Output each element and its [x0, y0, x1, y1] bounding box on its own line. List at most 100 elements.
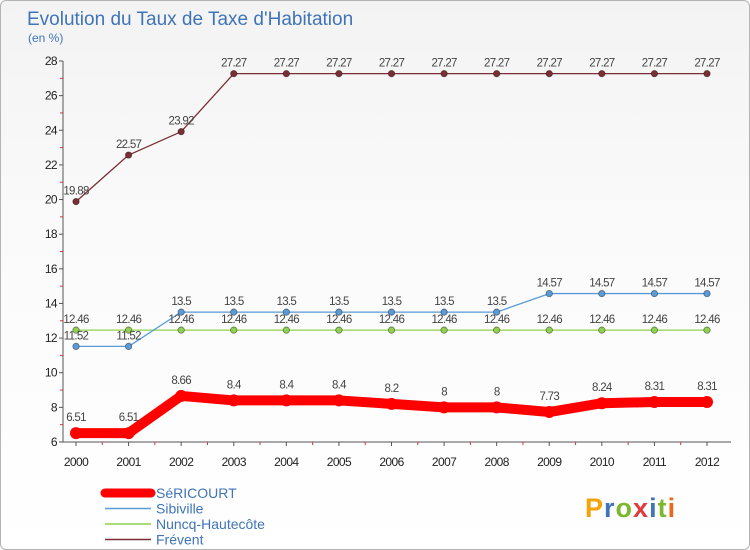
series-line-frevent — [75, 72, 708, 203]
y-tick-label-16: 16 — [45, 262, 58, 276]
x-tick-label-2011: 2011 — [643, 455, 667, 469]
point-frevent-2002 — [177, 128, 185, 136]
data-label-nuncq-hautecote-2002: 12.46 — [169, 314, 195, 326]
data-label-sericourt-2006: 8.2 — [385, 383, 399, 395]
point-sibiville-2010 — [598, 289, 606, 298]
y-tick-label-10: 10 — [45, 366, 58, 380]
point-sibiville-2012 — [703, 289, 711, 298]
data-label-nuncq-hautecote-2010: 12.46 — [589, 314, 615, 326]
point-frevent-2006 — [387, 70, 396, 78]
point-nuncq-hautecote-2012 — [703, 326, 711, 334]
data-label-sericourt-2000: 6.51 — [66, 412, 86, 424]
point-sericourt-2012 — [701, 395, 713, 408]
x-tick-label-2012: 2012 — [695, 455, 720, 469]
point-sericourt-2003 — [227, 394, 240, 407]
data-label-sibiville-2010: 14.57 — [589, 278, 615, 290]
data-label-sibiville-2009: 14.57 — [537, 278, 563, 290]
legend-label-sericourt: SéRICOURT — [156, 485, 237, 501]
point-sericourt-2005 — [332, 394, 345, 407]
point-nuncq-hautecote-2003 — [230, 326, 238, 334]
x-tick-label-2005: 2005 — [327, 455, 352, 469]
data-label-nuncq-hautecote-2000: 12.46 — [63, 314, 89, 326]
x-tick-label-2000: 2000 — [64, 455, 89, 469]
point-sericourt-2000 — [70, 427, 82, 440]
data-label-sibiville-2002: 13.5 — [171, 296, 191, 308]
point-nuncq-hautecote-2007 — [440, 326, 448, 334]
data-label-sibiville-2004: 13.5 — [277, 296, 297, 308]
data-label-nuncq-hautecote-2001: 12.46 — [116, 314, 142, 326]
point-nuncq-hautecote-2009 — [545, 326, 553, 334]
point-sibiville-2003 — [230, 308, 238, 316]
data-label-sibiville-2006: 13.5 — [382, 296, 402, 308]
data-label-frevent-2003: 27.27 — [221, 58, 247, 70]
data-label-frevent-2006: 27.27 — [379, 58, 405, 70]
data-label-nuncq-hautecote-2004: 12.46 — [274, 314, 300, 326]
x-tick-label-2004: 2004 — [274, 455, 299, 469]
x-tick-label-2007: 2007 — [432, 455, 457, 469]
data-label-frevent-2010: 27.27 — [589, 58, 615, 70]
data-label-frevent-2011: 27.27 — [642, 58, 668, 70]
point-sericourt-2009 — [543, 406, 556, 419]
data-label-frevent-2007: 27.27 — [431, 58, 457, 70]
data-label-nuncq-hautecote-2003: 12.46 — [221, 314, 247, 326]
y-tick-label-6: 6 — [51, 435, 58, 449]
point-nuncq-hautecote-2010 — [598, 326, 606, 334]
point-frevent-2011 — [650, 70, 659, 78]
data-label-sericourt-2008: 8 — [494, 386, 500, 398]
data-label-sericourt-2003: 8.4 — [227, 379, 242, 391]
data-label-frevent-2009: 27.27 — [537, 58, 563, 70]
point-sericourt-2004 — [280, 394, 293, 407]
point-frevent-2010 — [598, 70, 606, 78]
data-label-nuncq-hautecote-2008: 12.46 — [484, 314, 510, 326]
chart-title: Evolution du Taux de Taxe d'Habitation — [27, 9, 353, 30]
x-tick-label-2010: 2010 — [590, 455, 615, 469]
data-label-sericourt-2007: 8 — [441, 386, 447, 398]
data-label-nuncq-hautecote-2012: 12.46 — [694, 314, 720, 326]
x-tick-label-2002: 2002 — [169, 455, 194, 469]
point-sibiville-2004 — [282, 308, 290, 316]
x-tick-label-2001: 2001 — [116, 455, 141, 469]
data-label-sericourt-2010: 8.24 — [592, 382, 613, 394]
x-tick-label-2006: 2006 — [379, 455, 404, 469]
series-points — [70, 70, 713, 440]
x-tick-label-2008: 2008 — [485, 455, 510, 469]
chart-subtitle: (en %) — [28, 31, 63, 45]
data-label-frevent-2008: 27.27 — [484, 58, 510, 70]
point-sericourt-2010 — [595, 397, 608, 410]
point-frevent-2009 — [545, 70, 553, 78]
point-frevent-2005 — [335, 70, 343, 78]
point-frevent-2012 — [703, 70, 711, 78]
point-nuncq-hautecote-2001 — [124, 326, 133, 334]
point-frevent-2001 — [124, 151, 133, 159]
legend-label-frevent: Frévent — [156, 532, 204, 548]
data-labels: 19.88 22.57 23.92 27.27 27.27 27.27 27.27 27.27… — [63, 58, 720, 425]
data-label-sibiville-2008: 13.5 — [487, 296, 507, 308]
data-label-sericourt-2012: 8.31 — [697, 381, 717, 393]
point-nuncq-hautecote-2000 — [72, 326, 80, 334]
data-label-frevent-2001: 22.57 — [116, 139, 142, 151]
point-sericourt-2007 — [438, 401, 451, 414]
y-tick-label-12: 12 — [45, 331, 58, 345]
y-tick-label-20: 20 — [45, 193, 58, 207]
data-label-nuncq-hautecote-2011: 12.46 — [642, 314, 668, 326]
data-label-sibiville-2007: 13.5 — [434, 296, 454, 308]
point-sibiville-2011 — [650, 289, 659, 298]
data-label-sibiville-2005: 13.5 — [329, 296, 349, 308]
data-label-nuncq-hautecote-2007: 12.46 — [431, 314, 457, 326]
data-label-frevent-2005: 27.27 — [326, 58, 352, 70]
point-sericourt-2006 — [385, 397, 398, 410]
data-label-frevent-2002: 23.92 — [169, 116, 195, 128]
y-tick-label-28: 28 — [45, 54, 58, 68]
point-sibiville-2005 — [335, 308, 343, 316]
point-frevent-2007 — [440, 70, 448, 78]
legend-label-sibiville: Sibiville — [156, 501, 204, 517]
point-sericourt-2011 — [648, 395, 661, 408]
point-sericourt-2002 — [175, 389, 188, 402]
data-label-sibiville-2011: 14.57 — [642, 278, 668, 290]
point-sibiville-2001 — [124, 342, 133, 351]
data-label-sericourt-2001: 6.51 — [119, 412, 139, 424]
point-sibiville-2009 — [545, 289, 553, 298]
